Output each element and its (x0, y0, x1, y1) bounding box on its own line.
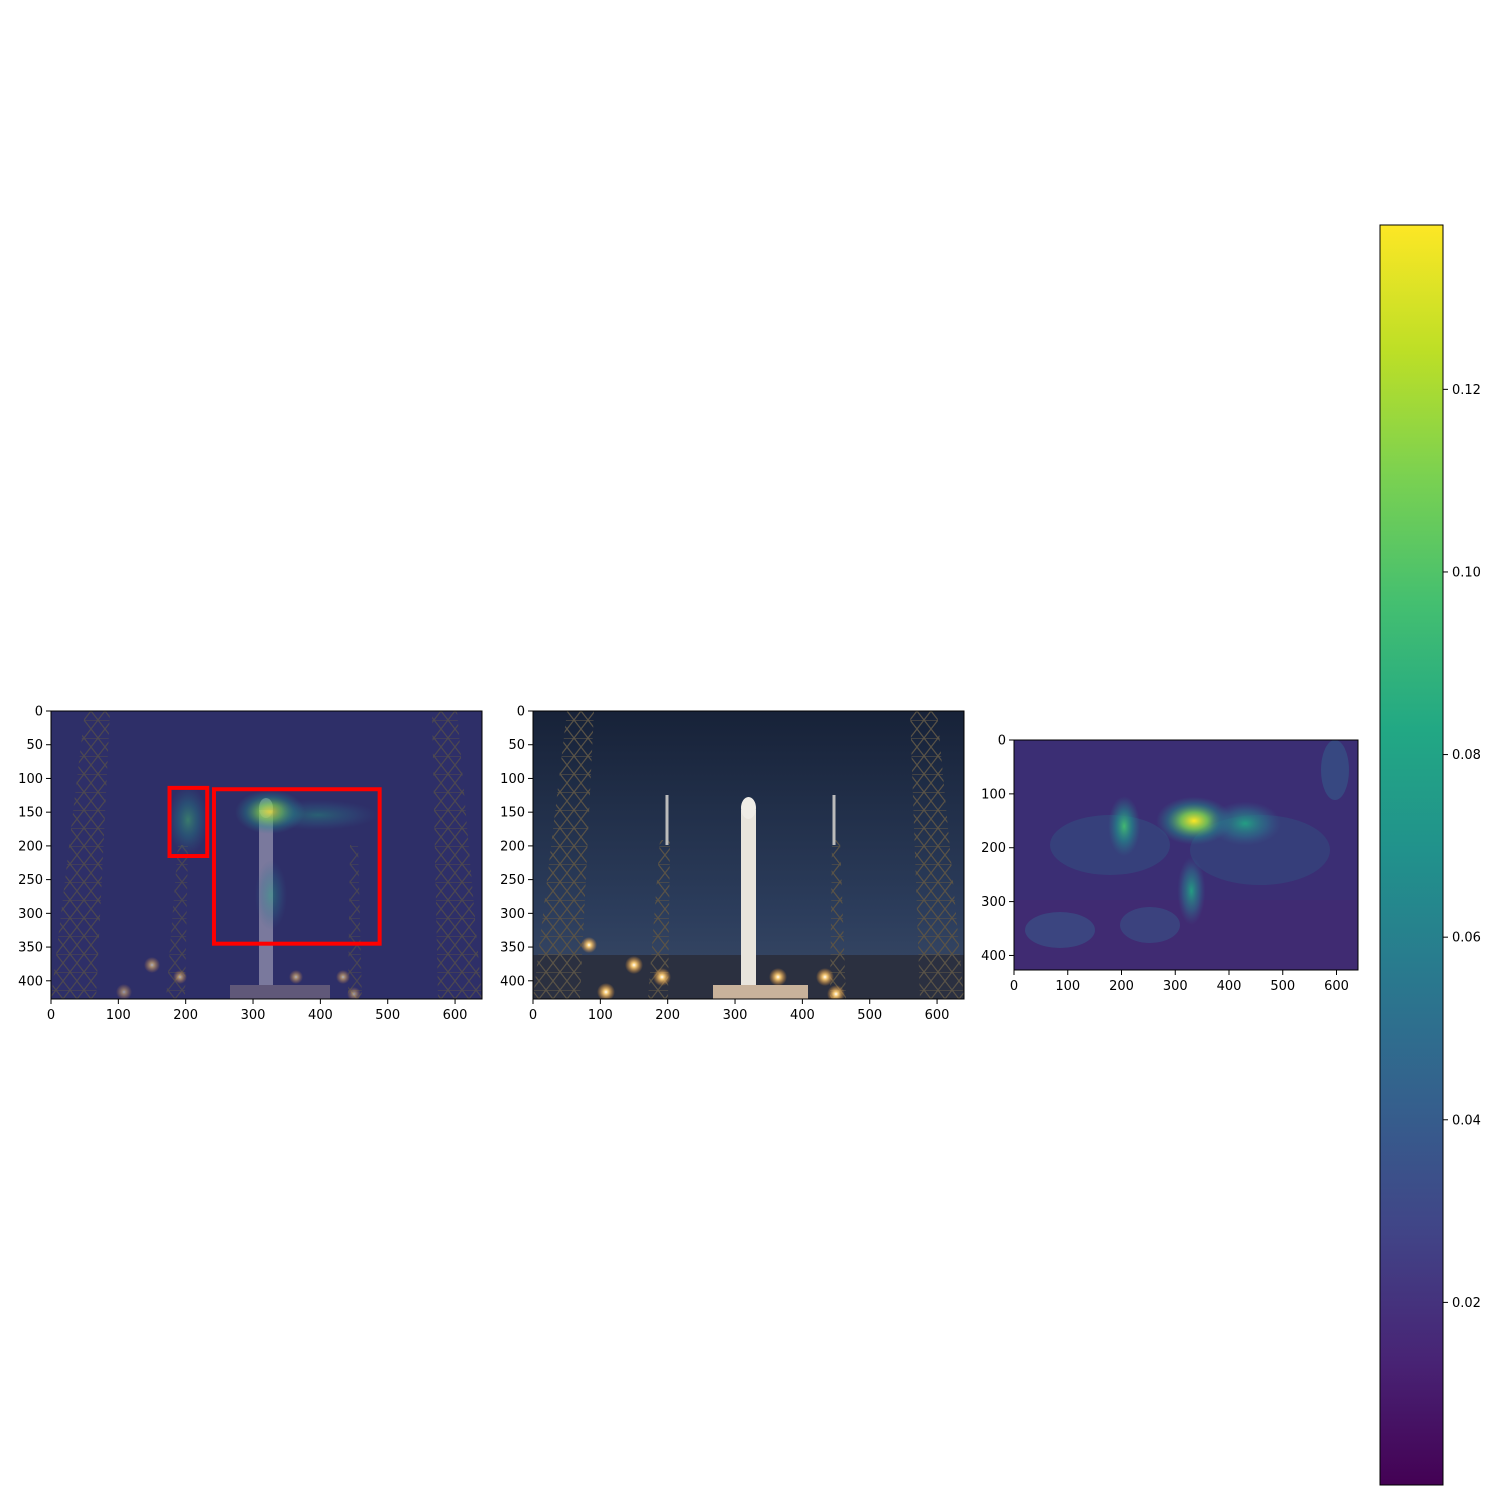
colorbar-tick-label: 0.02 (1452, 1296, 1481, 1311)
attention-box (211, 787, 382, 946)
image-x-tick-label: 400 (790, 1008, 815, 1023)
attention-hotspot (1209, 801, 1282, 846)
attention-x-tick-label: 300 (1163, 979, 1188, 994)
overlay-y-tick-label: 350 (18, 941, 43, 956)
overlay-image (51, 711, 482, 999)
colorbar-tick-label: 0.04 (1452, 1113, 1481, 1128)
original-image (533, 711, 964, 999)
image-y-tick-label: 400 (500, 974, 525, 989)
attention-x-tick-label: 600 (1324, 979, 1349, 994)
overlay-y-axis: 0 50 100 150 200 250 300 350 400 (18, 705, 51, 989)
attention-map-panel: 0 100 200 300 400 500 600 0 100 200 300 400 (981, 734, 1359, 994)
overlay-x-tick-label: 400 (308, 1008, 333, 1023)
image-y-tick-label: 250 (500, 873, 525, 888)
attention-boxes (167, 785, 382, 946)
overlay-axes-frame (50, 710, 483, 1000)
attention-map (1014, 740, 1358, 970)
attention-hotspots (1108, 796, 1282, 925)
colorbar-tick-label: 0.10 (1452, 565, 1481, 580)
attention-y-tick-label: 300 (981, 895, 1006, 910)
overlay-x-tick-label: 100 (106, 1008, 131, 1023)
overlay-y-tick-label: 250 (18, 873, 43, 888)
overlay-y-tick-label: 300 (18, 907, 43, 922)
attention-hotspot (1177, 856, 1206, 925)
image-y-tick-label: 300 (500, 907, 525, 922)
image-y-axis: 0 50 100 150 200 250 300 350 400 (500, 705, 533, 989)
attention-y-tick-label: 100 (981, 787, 1006, 802)
colorbar-frame (1379, 224, 1444, 1486)
image-axes-frame (532, 710, 965, 1000)
overlay-y-tick-label: 150 (18, 806, 43, 821)
colorbar-ticks: 0.02 0.04 0.06 0.08 0.10 0.12 (1443, 383, 1481, 1311)
attention-y-axis: 0 100 200 300 400 (981, 734, 1014, 964)
colorbar-gradient (1380, 225, 1443, 1485)
overlay-x-tick-label: 0 (47, 1008, 55, 1023)
overlay-x-tick-label: 500 (375, 1008, 400, 1023)
image-y-tick-label: 200 (500, 839, 525, 854)
attention-x-tick-label: 200 (1109, 979, 1134, 994)
attention-y-tick-label: 0 (998, 734, 1006, 749)
overlay-y-tick-label: 0 (35, 705, 43, 720)
overlay-y-tick-label: 400 (18, 974, 43, 989)
image-x-tick-label: 600 (925, 1008, 950, 1023)
colorbar-tick-label: 0.12 (1452, 383, 1481, 398)
attention-x-tick-label: 500 (1270, 979, 1295, 994)
attention-x-tick-label: 400 (1217, 979, 1242, 994)
image-y-tick-label: 350 (500, 941, 525, 956)
overlay-x-axis: 0 100 200 300 400 500 600 (47, 999, 468, 1023)
overlay-x-tick-label: 300 (241, 1008, 266, 1023)
image-y-tick-label: 50 (508, 738, 525, 753)
image-x-tick-label: 300 (723, 1008, 748, 1023)
attention-hotspot (1108, 796, 1141, 857)
colorbar: 0.02 0.04 0.06 0.08 0.10 0.12 (1379, 224, 1481, 1486)
image-x-tick-label: 500 (857, 1008, 882, 1023)
attention-y-tick-label: 200 (981, 841, 1006, 856)
image-y-tick-label: 0 (517, 705, 525, 720)
overlay-y-tick-label: 50 (26, 738, 43, 753)
image-x-tick-label: 100 (588, 1008, 613, 1023)
image-x-axis: 0 100 200 300 400 500 600 (529, 999, 950, 1023)
overlay-x-tick-label: 200 (173, 1008, 198, 1023)
overlay-panel: 0 100 200 300 400 500 600 0 50 100 150 200 250 300 35… (18, 705, 483, 1023)
attention-x-tick-label: 100 (1055, 979, 1080, 994)
attention-x-axis: 0 100 200 300 400 500 600 (1010, 970, 1349, 994)
attention-y-tick-label: 400 (981, 949, 1006, 964)
overlay-x-tick-label: 600 (443, 1008, 468, 1023)
image-x-tick-label: 200 (655, 1008, 680, 1023)
image-y-tick-label: 150 (500, 806, 525, 821)
image-y-tick-label: 100 (500, 772, 525, 787)
image-panel: 0 100 200 300 400 500 600 0 50 100 150 200 250 300 35… (500, 705, 965, 1023)
attention-axes-frame (1013, 739, 1359, 971)
overlay-y-tick-label: 200 (18, 839, 43, 854)
attention-x-tick-label: 0 (1010, 979, 1018, 994)
image-x-tick-label: 0 (529, 1008, 537, 1023)
overlay-y-tick-label: 100 (18, 772, 43, 787)
colorbar-tick-label: 0.06 (1452, 931, 1481, 946)
attention-box (167, 785, 210, 859)
colorbar-tick-label: 0.08 (1452, 748, 1481, 763)
